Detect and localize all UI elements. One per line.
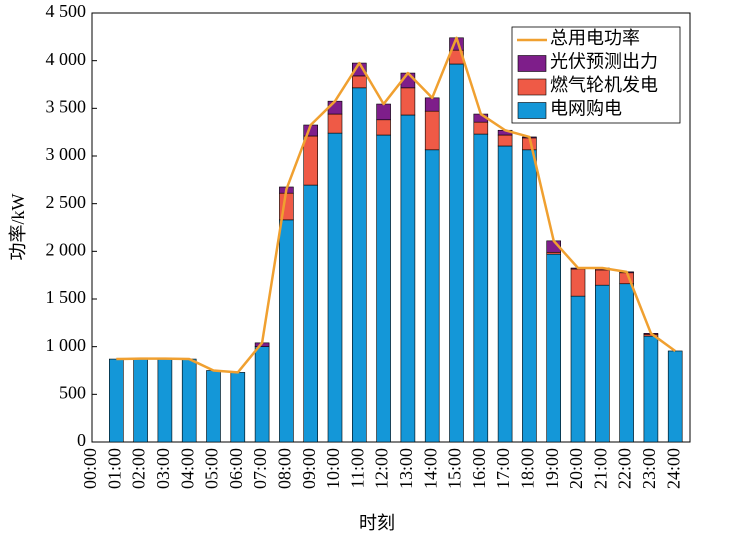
legend-label: 总用电功率: [550, 28, 640, 48]
bar-segment: [546, 253, 562, 443]
x-tick-label: 19:00: [542, 448, 562, 489]
y-tick-label: 1 000: [46, 335, 87, 355]
bar-segment: [473, 133, 489, 443]
bar-segment: [449, 63, 464, 443]
bar-segment: [327, 113, 343, 134]
legend-swatch: [517, 55, 547, 72]
x-tick-label: 00:00: [80, 448, 100, 489]
x-tick-label: 04:00: [177, 448, 197, 489]
bar-segment: [303, 184, 319, 443]
legend-label: 光伏预测出力: [550, 52, 658, 72]
x-tick-label: 06:00: [226, 448, 246, 489]
y-tick-label: 500: [59, 382, 86, 402]
bar-segment: [570, 268, 586, 297]
x-tick-label: 20:00: [566, 448, 586, 489]
x-tick-label: 14:00: [420, 448, 440, 489]
bar-segment: [376, 119, 391, 136]
x-tick-label: 01:00: [104, 448, 124, 489]
bar-segment: [522, 149, 537, 443]
bar-segment: [376, 134, 391, 443]
plot-frame: [91, 12, 691, 443]
x-tick-label: 17:00: [493, 448, 513, 489]
bar-segment: [570, 295, 586, 443]
bar-segment: [400, 87, 416, 116]
y-tick-label: 0: [77, 430, 86, 450]
x-tick-label: 02:00: [129, 448, 149, 489]
bar-segment: [303, 135, 319, 186]
bar-segment: [254, 346, 270, 443]
y-tick-label: 3 500: [46, 96, 87, 116]
x-tick-label: 22:00: [615, 448, 635, 489]
x-axis-label: 时刻: [359, 513, 395, 533]
bar-segment: [497, 134, 513, 147]
x-tick-label: 07:00: [250, 448, 270, 489]
y-tick-label: 2 500: [46, 192, 87, 212]
bar-segment: [400, 114, 416, 443]
x-tick-label: 03:00: [153, 448, 173, 489]
legend-swatch: [517, 78, 547, 96]
bar-segment: [351, 75, 367, 89]
x-tick-label: 11:00: [347, 448, 367, 488]
x-tick-label: 09:00: [299, 448, 319, 489]
x-tick-label: 08:00: [275, 448, 295, 489]
x-tick-label: 23:00: [639, 448, 659, 489]
y-tick-label: 2 000: [46, 239, 87, 259]
x-tick-label: 16:00: [469, 448, 489, 489]
x-tick-label: 21:00: [590, 448, 610, 489]
bar-segment: [157, 358, 173, 443]
bar-segment: [667, 350, 683, 443]
bar-segment: [424, 110, 440, 151]
bar-segment: [279, 219, 294, 443]
legend-swatch: [517, 102, 547, 119]
x-tick-label: 05:00: [202, 448, 222, 489]
y-tick-label: 3 000: [46, 144, 87, 164]
legend-label: 电网购电: [550, 99, 622, 119]
x-tick-label: 12:00: [372, 448, 392, 489]
total-line: [116, 36, 676, 374]
x-tick-label: 18:00: [518, 448, 538, 489]
x-tick-label: 24:00: [663, 448, 683, 489]
y-tick-label: 1 500: [46, 287, 87, 307]
x-tick-label: 13:00: [396, 448, 416, 489]
bar-segment: [351, 87, 367, 443]
bar-segment: [497, 145, 513, 443]
bar-segment: [133, 358, 148, 443]
bar-segment: [230, 372, 246, 443]
bar-segment: [643, 335, 659, 443]
y-tick-label: 4 500: [46, 1, 87, 21]
bar-segment: [376, 103, 391, 121]
bar-segment: [206, 370, 221, 443]
bar-segment: [181, 358, 197, 443]
x-tick-label: 10:00: [323, 448, 343, 489]
y-axis-label: 功率/kW: [8, 193, 28, 260]
legend-label: 燃气轮机发电: [550, 75, 658, 95]
x-tick-label: 15:00: [445, 448, 465, 489]
bar-segment: [594, 269, 610, 286]
bar-segment: [327, 132, 343, 443]
bar-segment: [473, 121, 489, 135]
bar-segment: [109, 358, 124, 443]
bar-segment: [619, 283, 634, 443]
bar-segment: [594, 284, 610, 443]
bar-segment: [424, 97, 440, 112]
bar-segment: [424, 149, 440, 443]
y-tick-label: 4 000: [46, 49, 87, 69]
